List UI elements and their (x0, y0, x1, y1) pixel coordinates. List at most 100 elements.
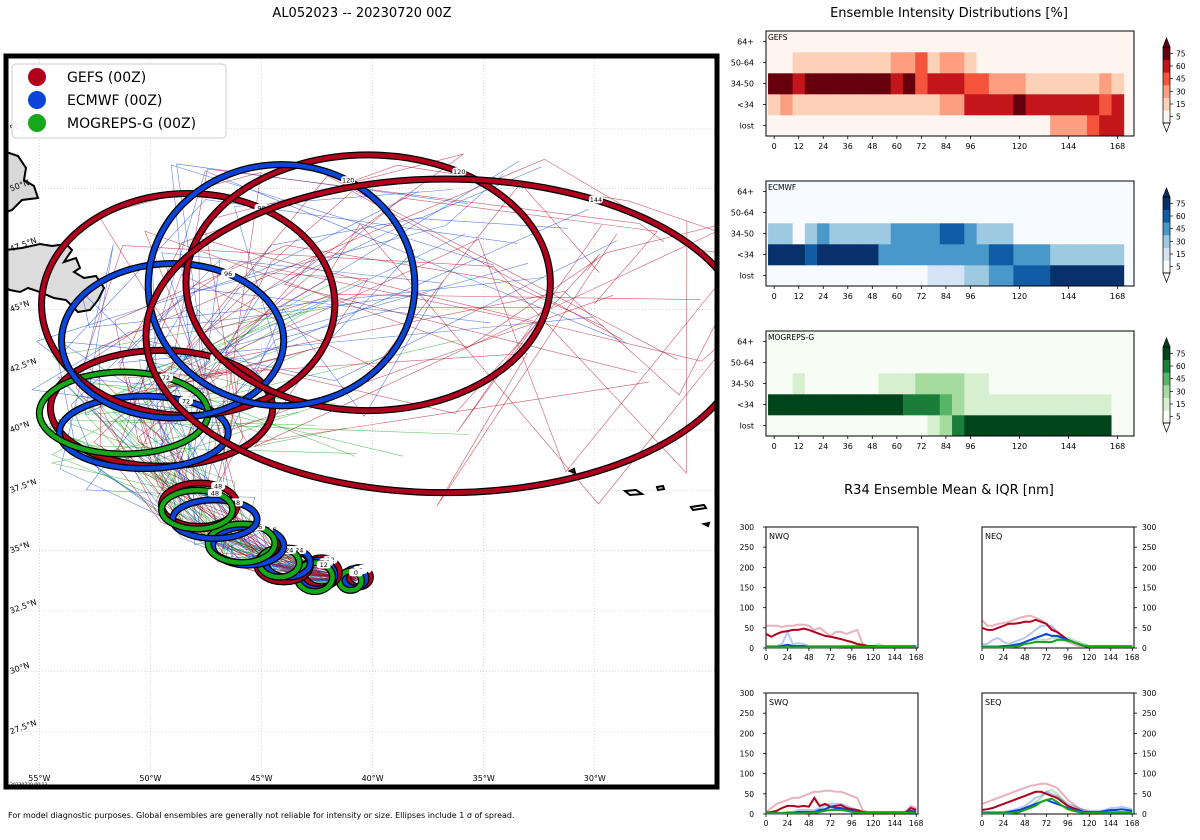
heatmap-cell (1013, 181, 1027, 203)
heatmap-cell (804, 73, 818, 95)
heatmap-cell (768, 181, 781, 203)
heatmap-cell (841, 52, 855, 74)
heatmap-cell (1062, 202, 1076, 224)
heatmap-cell (1025, 94, 1039, 116)
heatmap-x-tick: 12 (794, 442, 804, 451)
heatmap-x-tick: 120 (1012, 442, 1027, 451)
heatmap-cell (1074, 223, 1088, 245)
model-legend: GEFS (00Z) ECMWF (00Z) MOGREPS-G (00Z) (11, 63, 227, 139)
r34-x-tick: 96 (847, 819, 857, 828)
heatmap-cell (1062, 352, 1076, 374)
heatmap-cell (988, 94, 1002, 116)
heatmap-cell (952, 94, 965, 116)
heatmap-cell (1062, 244, 1076, 266)
r34-x-tick: 168 (1125, 653, 1140, 662)
heatmap-cell (939, 73, 953, 95)
heatmap-cell (1086, 331, 1100, 353)
heatmap-cell (902, 373, 916, 395)
heatmap-cell (1074, 373, 1088, 395)
heatmap-cell (829, 181, 843, 203)
heatmap-cell (780, 244, 793, 266)
heatmap-cell (915, 73, 928, 95)
ecmwf-ellipse-72h: 72 (55, 392, 232, 473)
heatmap-cell (1025, 394, 1039, 416)
r34-x-tick: 96 (847, 653, 857, 662)
heatmap-cell (1074, 31, 1088, 53)
heatmap-x-tick: 96 (965, 442, 975, 451)
heatmap-cell (1013, 94, 1027, 116)
heatmap-cell (804, 352, 818, 374)
heatmap-x-tick: 60 (892, 442, 902, 451)
heatmap-cell (939, 394, 953, 416)
heatmap-cell (952, 265, 965, 287)
heatmap-cell (1001, 94, 1014, 116)
heatmap-cell (964, 181, 977, 203)
r34-y-tick: 150 (740, 584, 755, 593)
heatmap-cell (804, 52, 818, 74)
colorbar-tick: 75 (1176, 199, 1186, 208)
heatmap-cell (976, 265, 990, 287)
mogreps-mean-line (766, 809, 917, 815)
heatmap-cell (976, 331, 990, 353)
heatmap-cell (1013, 31, 1027, 53)
heatmap-y-label: lost (740, 422, 754, 431)
heatmap-x-tick: 36 (843, 292, 853, 301)
heatmap-cell (1001, 181, 1014, 203)
heatmap-x-tick: 72 (916, 142, 926, 151)
heatmap-cell (1111, 373, 1125, 395)
heatmap-cell (1050, 94, 1063, 116)
heatmap-cell (829, 31, 843, 53)
heatmap-cell (829, 394, 843, 416)
heatmap-cell (1099, 223, 1112, 245)
heatmap-cell (829, 331, 843, 353)
r34-y-tick: 150 (1142, 584, 1157, 593)
heatmap-cell (964, 415, 977, 437)
heatmap-cell (853, 394, 867, 416)
map-timestamp: 20230720 00:13 (10, 782, 47, 788)
heatmap-cell (866, 94, 879, 116)
heatmap-cell (1099, 115, 1112, 137)
r34-y-tick: 250 (1142, 709, 1157, 718)
heatmap-cell (804, 31, 818, 53)
heatmap-cell (1111, 394, 1125, 416)
heatmap-x-tick: 72 (916, 292, 926, 301)
heatmap-cell (1062, 31, 1076, 53)
heatmap-cell (866, 244, 879, 266)
heatmap-cell (780, 394, 793, 416)
colorbar-tick: 5 (1176, 263, 1181, 272)
heatmap-cell (1050, 394, 1063, 416)
r34-x-tick: 24 (999, 653, 1009, 662)
heatmap-x-tick: 12 (794, 292, 804, 301)
heatmap-cell (939, 415, 953, 437)
heatmap-cell (890, 52, 904, 74)
r34-x-tick: 72 (826, 819, 836, 828)
heatmap-cell (927, 94, 941, 116)
r34-x-tick: 0 (764, 819, 769, 828)
heatmap-cell (1074, 52, 1088, 74)
heatmap-cell (890, 373, 904, 395)
r34-y-tick: 250 (740, 709, 755, 718)
heatmap-cell (927, 394, 941, 416)
heatmap-cell (768, 73, 781, 95)
heatmap-cell (1111, 94, 1125, 116)
island-2 (622, 488, 645, 497)
heatmap-cell (1111, 331, 1125, 353)
heatmap-cell (768, 244, 781, 266)
heatmap-x-tick: 24 (818, 142, 828, 151)
ecmwf-iqr-line (982, 790, 1133, 813)
heatmap-cell (841, 331, 855, 353)
heatmap-cell (866, 331, 879, 353)
heatmap-cell (1025, 31, 1039, 53)
heatmap-cell (792, 265, 806, 287)
heatmap-cell (841, 352, 855, 374)
heatmap-cell (1001, 115, 1014, 137)
heatmap-cell (915, 202, 928, 224)
heatmap-cell (1074, 331, 1088, 353)
colorbar-tick: 75 (1176, 349, 1186, 358)
heatmap-cell (1086, 181, 1100, 203)
heatmap-cell (902, 73, 916, 95)
legend-label: MOGREPS-G (00Z) (67, 116, 196, 132)
heatmap-cell (804, 202, 818, 224)
